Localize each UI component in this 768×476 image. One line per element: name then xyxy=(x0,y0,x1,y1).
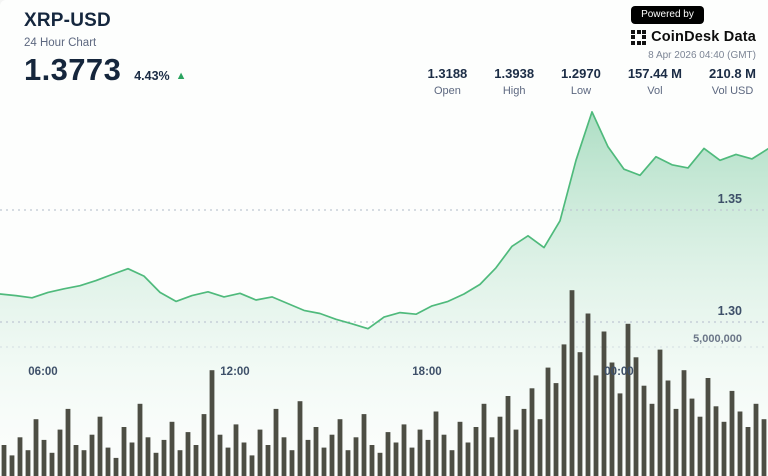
up-arrow-icon: ▲ xyxy=(175,69,187,82)
symbol-title: XRP-USD xyxy=(24,10,111,31)
stat-high-value: 1.3938 xyxy=(494,66,535,81)
stat-open-label: Open xyxy=(433,85,461,97)
stat-low: 1.2970 Low xyxy=(561,66,601,97)
powered-by-badge: Powered by xyxy=(631,6,704,24)
svg-text:1.30: 1.30 xyxy=(718,304,742,318)
stat-open: 1.3188 Open xyxy=(428,66,468,97)
stat-high: 1.3938 High xyxy=(494,66,534,97)
svg-text:5,000,000: 5,000,000 xyxy=(693,333,742,345)
price-change: 4.43% ▲ xyxy=(134,69,186,88)
header-right: Powered by CoinDesk Data 8 Apr 2026 04:4… xyxy=(631,6,756,61)
stats-row: 1.3188 Open 1.3938 High 1.2970 Low 157.4… xyxy=(428,66,756,97)
coindesk-logo-icon xyxy=(631,29,647,45)
stat-vol-usd-value: 210.8 M xyxy=(709,66,756,81)
chart-period-label: 24 Hour Chart xyxy=(24,37,97,49)
stat-low-value: 1.2970 xyxy=(561,66,601,81)
stat-vol-usd: 210.8 M Vol USD xyxy=(709,66,756,97)
svg-text:1.35: 1.35 xyxy=(718,192,742,206)
stat-vol: 157.44 M Vol xyxy=(628,66,682,97)
svg-text:18:00: 18:00 xyxy=(412,366,441,378)
stat-vol-usd-label: Vol USD xyxy=(711,85,754,97)
stat-open-value: 1.3188 xyxy=(427,66,468,81)
stat-low-label: Low xyxy=(570,85,592,97)
change-percent: 4.43% xyxy=(134,69,170,83)
coindesk-data-link[interactable]: CoinDesk Data xyxy=(631,29,756,45)
svg-text:06:00: 06:00 xyxy=(28,366,57,378)
chart-timestamp: 8 Apr 2026 04:40 (GMT) xyxy=(648,50,756,61)
price-row: 1.3773 4.43% ▲ xyxy=(24,52,187,88)
stat-vol-label: Vol xyxy=(647,85,663,97)
stat-vol-value: 157.44 M xyxy=(627,66,683,81)
brand-name: CoinDesk Data xyxy=(651,29,756,45)
current-price: 1.3773 xyxy=(24,52,122,87)
svg-text:12:00: 12:00 xyxy=(220,366,249,378)
svg-text:00:00: 00:00 xyxy=(604,366,633,378)
stat-high-label: High xyxy=(502,85,526,97)
header-left: XRP-USD 24 Hour Chart 1.3773 4.43% ▲ xyxy=(24,10,187,88)
